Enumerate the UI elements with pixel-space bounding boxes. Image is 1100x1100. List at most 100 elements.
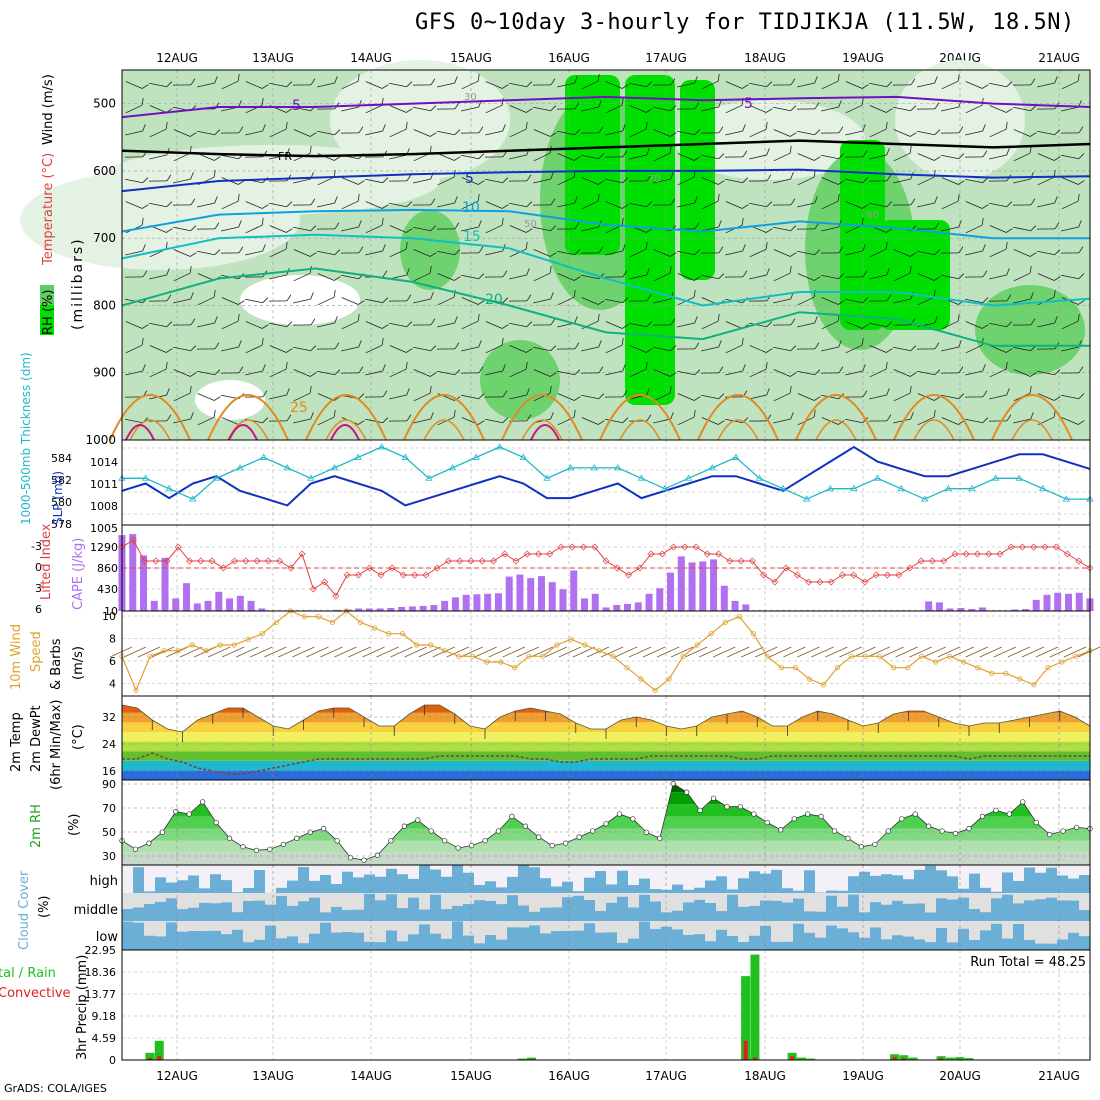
y-tick-label: 6 <box>35 603 42 616</box>
isotherm-hot <box>125 424 155 441</box>
cloud-cell-bg <box>276 865 288 893</box>
cloud-cell <box>980 887 992 893</box>
cloud-panel: high middle low Cloud Cover (%) <box>17 864 1091 951</box>
cloud-cell <box>694 934 706 950</box>
wind-barb <box>149 321 173 328</box>
cloud-cell <box>782 888 794 893</box>
wind-barb <box>389 321 413 328</box>
wind-barb <box>245 124 266 136</box>
rh2m-marker <box>858 844 865 850</box>
cloud-cell <box>221 880 233 893</box>
cloud-cell <box>320 922 332 950</box>
wind-label: Wind (m/s) <box>41 74 56 145</box>
wind10-barb <box>390 646 413 658</box>
wind-barb <box>581 340 602 352</box>
cloud-cell <box>419 865 431 893</box>
wind-barb <box>509 362 528 378</box>
cloud-cell <box>848 932 860 950</box>
wind10-barb <box>208 646 231 658</box>
wind-barb <box>509 201 533 208</box>
wind-barb <box>965 98 984 114</box>
rh2m-marker <box>1033 819 1039 826</box>
cape-bar <box>978 607 986 611</box>
wind-barb <box>556 342 580 350</box>
lifted-index-marker <box>996 550 1004 558</box>
wind-barb <box>605 81 629 89</box>
isotherm-warm <box>207 394 289 441</box>
wind-barb <box>989 81 1013 88</box>
wind-barb <box>797 196 818 208</box>
wind10-marker <box>722 619 728 625</box>
wind-barb <box>485 201 509 209</box>
rh2m-marker <box>589 828 596 834</box>
wind-barb <box>173 386 192 402</box>
wind-barb <box>869 362 888 378</box>
precip-convective-bar <box>157 1056 162 1060</box>
cloud-cell <box>386 894 398 921</box>
cloud-cell-bg <box>1046 921 1058 950</box>
cloud-cell-bg <box>628 893 640 921</box>
cloud-cell <box>595 871 607 893</box>
wind-barb <box>173 292 194 304</box>
wind10-barb <box>656 646 680 658</box>
lifted-index-marker <box>411 571 419 579</box>
thickness-marker <box>850 484 858 492</box>
wind-barb <box>317 76 338 88</box>
wind-barb <box>725 81 749 89</box>
wind-barb <box>1013 129 1037 137</box>
cloud-cell <box>892 935 904 950</box>
thickness-marker <box>708 464 716 471</box>
lifted-index-marker <box>231 557 239 565</box>
cloud-cell-bg <box>364 921 376 950</box>
cloud-cell-bg <box>859 921 871 950</box>
cloud-cell <box>342 932 354 950</box>
cloud-cell <box>760 925 772 950</box>
cloud-cell-bg <box>166 865 178 893</box>
wind-barb <box>389 242 408 258</box>
isotherm-line <box>121 267 1090 347</box>
wind10-marker <box>736 614 742 620</box>
wind-barb <box>940 126 964 134</box>
wind-barb <box>125 364 146 376</box>
wind10-barb <box>250 646 273 658</box>
cloud-cell <box>672 884 684 893</box>
wind10-marker <box>764 653 770 659</box>
thickness-marker <box>354 453 362 460</box>
cloud-cell-bg <box>991 865 1003 893</box>
wind-barb <box>460 126 484 134</box>
y-tick-label: 800 <box>93 298 116 312</box>
wind-barb <box>701 177 725 185</box>
wind-barb <box>653 412 674 424</box>
credit-label: GrADS: COLA/IGES <box>4 1082 107 1095</box>
wind-barb <box>1061 74 1080 90</box>
isotherm-line <box>121 95 1091 119</box>
rh2m-marker <box>764 819 770 826</box>
y-tick-label: 4 <box>109 678 116 691</box>
cloud-cell <box>518 905 530 921</box>
cloud-cell <box>1057 875 1069 893</box>
wind10-barb <box>530 646 554 658</box>
cloud-cell <box>287 936 299 950</box>
cloud-cell-bg <box>716 893 728 921</box>
lifted-index-marker <box>242 557 250 565</box>
wind-barb <box>965 417 989 424</box>
cloud-cell <box>881 874 893 893</box>
cloud-cell <box>485 935 497 950</box>
cape-bar <box>505 576 513 611</box>
cloud-cell <box>177 931 189 950</box>
y-tick-label: 22.95 <box>85 944 117 957</box>
cloud-cell <box>320 912 332 921</box>
wind-barb <box>365 177 389 184</box>
wind-barb <box>436 222 460 230</box>
cloud-cell <box>628 938 640 950</box>
lifted-index-marker <box>309 585 317 593</box>
wind10-marker <box>989 670 995 676</box>
cloud-cell <box>243 900 255 921</box>
lifted-index-marker <box>872 571 880 579</box>
day-label-bottom: 14AUG <box>350 1069 392 1083</box>
cape-bar <box>570 570 578 611</box>
wind-barb <box>653 386 672 402</box>
wind-barb <box>124 270 148 278</box>
wind-barb <box>1012 78 1036 86</box>
cloud-cell <box>969 909 981 921</box>
